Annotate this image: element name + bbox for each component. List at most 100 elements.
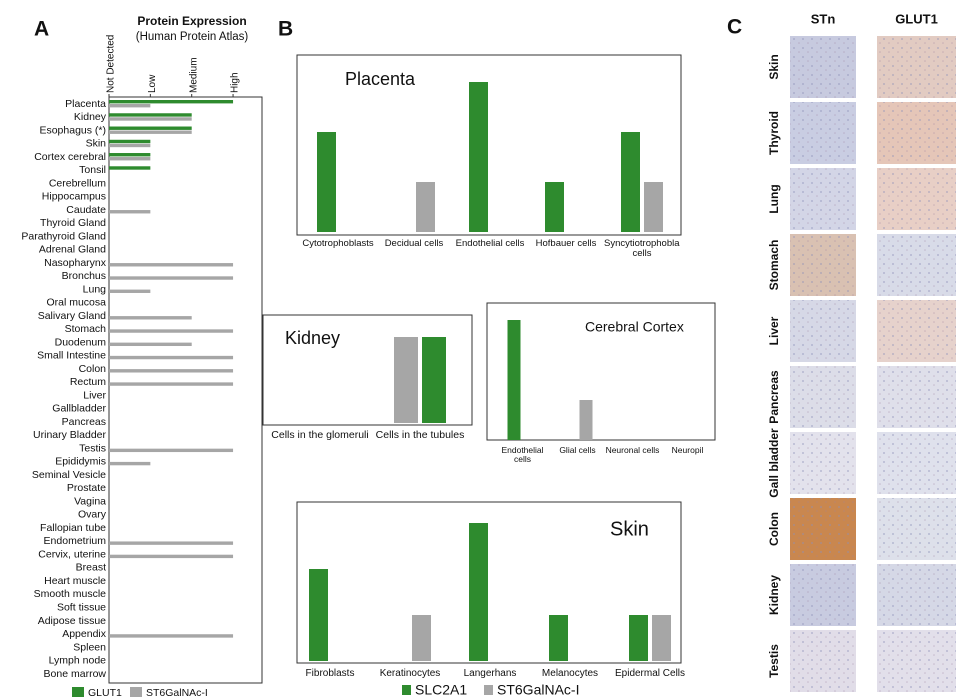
- category-label-box: Decidual cells: [376, 239, 452, 269]
- bar: [469, 82, 488, 232]
- y-tick-label: Epididymis: [55, 456, 106, 468]
- bar: [549, 615, 568, 661]
- y-tick-label: Salivary Gland: [38, 310, 106, 322]
- y-tick-label: Caudate: [66, 204, 106, 216]
- panel-label: C: [727, 16, 742, 39]
- bar: [508, 320, 521, 440]
- x-tick-label: Neuronal cells: [605, 446, 660, 455]
- bar: [109, 634, 233, 637]
- x-tick-label: Hofbauer cells: [528, 239, 604, 249]
- row-label: Gall bladder: [767, 428, 781, 498]
- legend-swatch: [130, 687, 142, 697]
- bar: [109, 316, 192, 319]
- y-tick-label: Adrenal Gland: [39, 244, 106, 256]
- x-tick-label: Decidual cells: [376, 239, 452, 249]
- y-tick-label: Ovary: [78, 509, 107, 521]
- legend-swatch: [484, 685, 493, 695]
- bar: [412, 615, 431, 661]
- x-tick-label: Neuropil: [660, 446, 715, 455]
- y-tick-label: Vagina: [74, 495, 106, 507]
- y-tick-label: Pancreas: [62, 416, 106, 428]
- micrograph-texture: [790, 300, 856, 362]
- micrograph-texture: [790, 432, 856, 494]
- chart-title: Protein Expression: [137, 14, 246, 28]
- y-tick-label: Gallbladder: [52, 403, 106, 415]
- y-tick-label: Skin: [86, 138, 107, 150]
- bar: [109, 100, 233, 103]
- bar: [580, 400, 593, 440]
- micrograph-texture: [877, 234, 956, 296]
- legend-swatch: [402, 685, 411, 695]
- row-label: Colon: [767, 512, 781, 546]
- y-tick-label: Thyroid Gland: [40, 217, 106, 229]
- x-tick-label: Not Detected: [106, 35, 117, 93]
- y-tick-label: Soft tissue: [57, 602, 106, 614]
- bar: [394, 337, 418, 423]
- bar: [422, 337, 446, 423]
- legend-label: ST6GalNAc-I: [146, 687, 208, 699]
- x-tick-label: High: [230, 72, 241, 93]
- bar: [416, 182, 435, 232]
- bar: [109, 210, 150, 213]
- bar: [644, 182, 663, 232]
- bar: [109, 166, 150, 169]
- y-tick-label: Seminal Vesicle: [32, 469, 106, 481]
- legend-label: ST6GalNAc-I: [497, 682, 579, 698]
- column-label: GLUT1: [895, 11, 938, 26]
- micrograph-texture: [790, 564, 856, 626]
- row-label: Thyroid: [767, 111, 781, 155]
- y-tick-label: Cervix, uterine: [38, 548, 106, 560]
- y-tick-label: Testis: [79, 442, 106, 454]
- category-label-box: Cells in the tubules: [370, 430, 470, 460]
- y-tick-label: Bone marrow: [44, 668, 107, 680]
- bar: [109, 153, 150, 156]
- bar: [109, 343, 192, 346]
- micrograph-texture: [790, 498, 856, 560]
- y-tick-label: Esophagus (*): [39, 124, 106, 136]
- y-tick-label: Prostate: [67, 482, 106, 494]
- y-tick-label: Endometrium: [44, 535, 107, 547]
- bar: [109, 356, 233, 359]
- x-tick-label: Syncytiotrophoblast cells: [604, 239, 680, 260]
- y-tick-label: Fallopian tube: [40, 522, 106, 534]
- y-tick-label: Urinary Bladder: [33, 429, 106, 441]
- chart-title: Kidney: [285, 328, 340, 348]
- micrograph-texture: [877, 630, 956, 692]
- micrograph-texture: [790, 630, 856, 692]
- y-tick-label: Oral mucosa: [46, 297, 106, 309]
- micrograph-texture: [877, 168, 956, 230]
- y-tick-label: Heart muscle: [44, 575, 106, 587]
- micrograph-texture: [790, 366, 856, 428]
- y-tick-label: Colon: [79, 363, 107, 375]
- bar: [109, 117, 192, 120]
- x-tick-label: Cells in the glomeruli: [270, 430, 370, 442]
- y-tick-label: Stomach: [65, 323, 107, 335]
- y-tick-label: Cerebrellum: [49, 177, 106, 189]
- plot-frame: [109, 97, 262, 683]
- y-tick-label: Appendix: [62, 628, 107, 640]
- column-label: STn: [811, 11, 836, 26]
- category-label-box: Hofbauer cells: [528, 239, 604, 269]
- bar: [109, 329, 233, 332]
- x-tick-label: Melanocytes: [530, 668, 610, 679]
- panel-label: B: [278, 18, 293, 41]
- micrograph-texture: [877, 36, 956, 98]
- y-tick-label: Hippocampus: [42, 191, 106, 203]
- micrograph-texture: [877, 432, 956, 494]
- row-label: Pancreas: [767, 370, 781, 424]
- bar: [621, 132, 640, 232]
- y-tick-label: Tonsil: [79, 164, 106, 176]
- bar: [309, 569, 328, 661]
- x-tick-label: Cells in the tubules: [370, 430, 470, 442]
- y-tick-label: Spleen: [73, 641, 106, 653]
- bar: [109, 157, 150, 160]
- x-tick-label: Keratinocytes: [370, 668, 450, 679]
- micrograph-texture: [790, 234, 856, 296]
- bar: [469, 523, 488, 661]
- y-tick-label: Duodenum: [55, 336, 107, 348]
- chart-title: Cerebral Cortex: [585, 319, 684, 335]
- category-label-box: Cytotrophoblasts: [300, 239, 376, 269]
- y-tick-label: Nasopharynx: [44, 257, 107, 269]
- panel-label: A: [34, 18, 49, 41]
- y-tick-label: Smooth muscle: [34, 588, 107, 600]
